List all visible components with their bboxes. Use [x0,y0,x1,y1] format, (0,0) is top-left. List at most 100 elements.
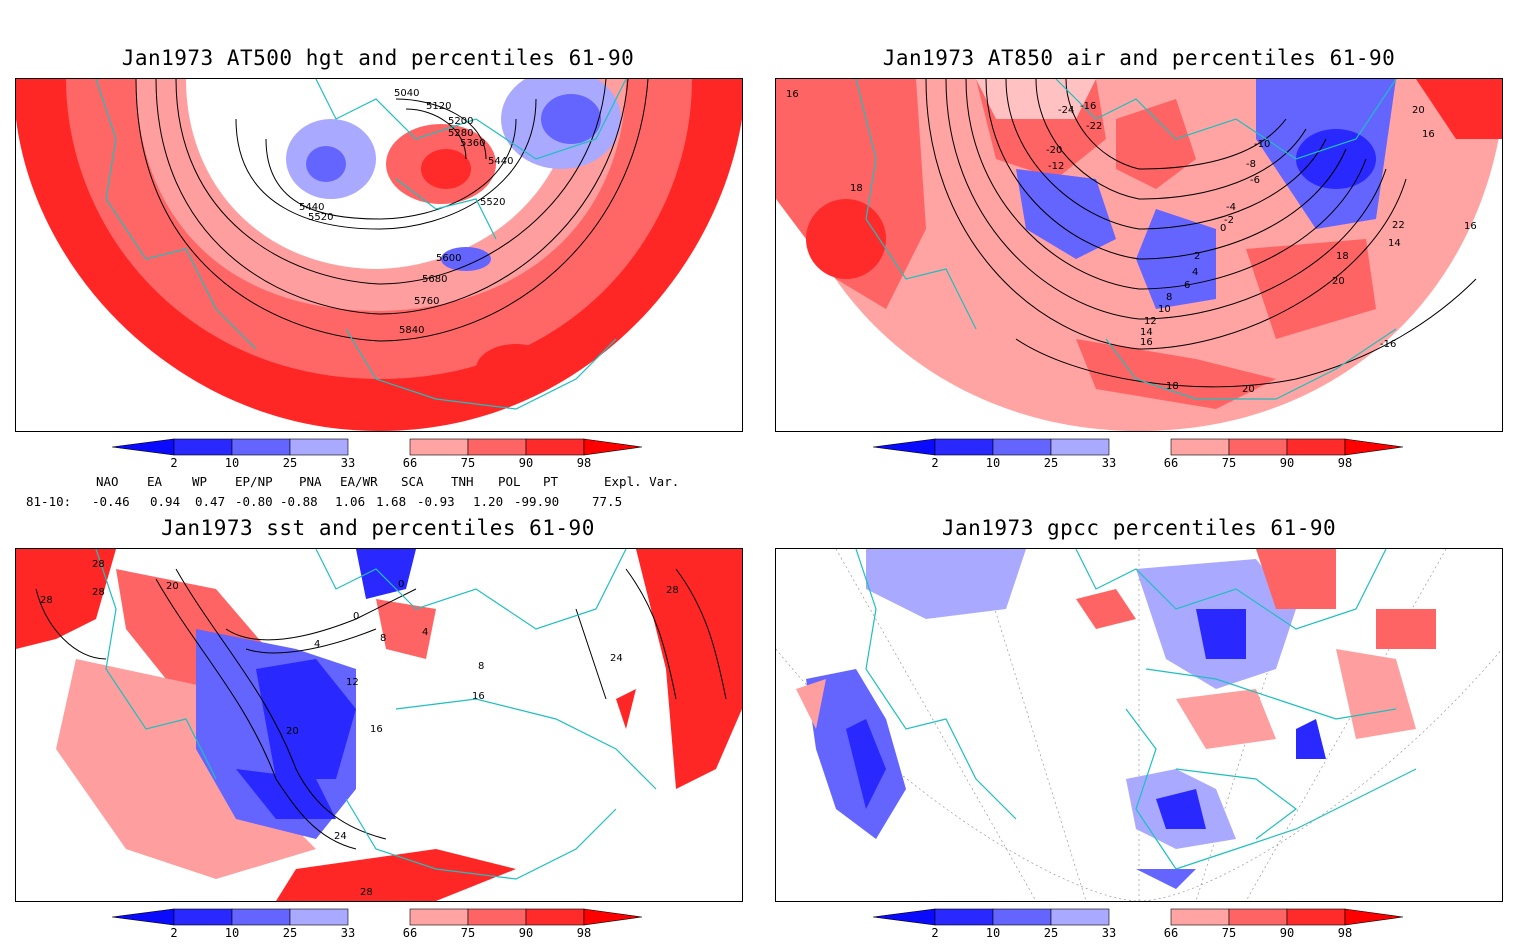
contour-label: -10 [1254,139,1270,150]
contour-label: 5600 [436,253,461,264]
contour-label: 12 [346,677,359,688]
contour-label: 5760 [414,296,439,307]
colorbar-arrow-left [112,438,175,456]
index-value: -0.88 [280,494,318,509]
colorbar-panel4: 2 10 25 33 66 75 90 98 [873,908,1413,944]
contour-label: 18 [850,183,863,194]
panel2-title: Jan1973 AT850 air and percentiles 61-90 [882,46,1396,70]
contour-label: 0 [1220,223,1226,234]
colorbar-label: 98 [1337,456,1353,470]
contour-label: -20 [1046,145,1062,156]
panel2-map[interactable]: 16 18 -24 -16 -22 -20 -12 -10 -8 -6 -4 -… [775,78,1503,432]
sst-map-svg: 28 28 28 20 0 4 0 8 12 16 20 24 28 4 8 1… [16,549,742,901]
contour-label: 18 [1166,381,1179,392]
contour-label: 20 [1332,276,1345,287]
contour-label: 28 [92,559,105,570]
contour-label: 24 [610,653,623,664]
colorbar-label: 98 [1337,926,1353,940]
index-value: 1.06 [335,494,366,509]
contour-label: 8 [1166,292,1172,303]
contour-label: 16 [1464,221,1477,232]
contour-label: 12 [1144,316,1157,327]
contour-label: 5520 [308,212,333,223]
contour-label: 2 [1194,251,1200,262]
index-header: PT [543,474,559,489]
contour-label: 28 [92,587,105,598]
index-header: EA [147,474,163,489]
colorbar-label: 75 [1221,926,1237,940]
contour-label: 16 [1140,337,1153,348]
colorbar-label: 33 [340,456,356,470]
contour-label: 5520 [480,197,505,208]
contour-label: -8 [1246,159,1256,170]
index-header: EA/WR [340,474,378,489]
contour-label: 8 [380,633,386,644]
index-value: -0.93 [417,494,455,509]
colorbar-label: 25 [282,926,298,940]
contour-label: 20 [286,726,299,737]
contour-label: 4 [422,627,428,638]
contour-label: 18 [1336,251,1349,262]
contour-label: -22 [1086,121,1102,132]
colorbar-label: 10 [224,456,240,470]
contour-label: -6 [1250,175,1260,186]
contour-label: 16 [370,724,383,735]
panel4-map[interactable] [775,548,1503,902]
contour-label: -2 [1224,215,1234,226]
contour-label: 22 [1392,220,1405,231]
gpcc-map-svg [776,549,1502,901]
colorbar-label: 75 [460,926,476,940]
contour-label: 14 [1388,238,1401,249]
colorbar-label: 66 [1163,926,1179,940]
contour-label: 5440 [299,202,324,213]
colorbar-label: 2 [931,926,939,940]
index-header: EP/NP [235,474,273,489]
colorbar-label: 98 [576,926,592,940]
z500-map-svg: 5040 5120 5200 5280 5360 5440 5440 5520 … [16,79,742,431]
colorbar-label: 2 [931,456,939,470]
contour-label: 28 [360,887,373,898]
contour-label: 5040 [394,88,419,99]
contour-label: 20 [1412,105,1425,116]
index-header: WP [192,474,208,489]
panel3-map[interactable]: 28 28 28 20 0 4 0 8 12 16 20 24 28 4 8 1… [15,548,743,902]
index-value: 0.47 [195,494,226,509]
index-header: Expl. Var. [604,474,680,489]
index-value: -0.80 [235,494,273,509]
colorbar-panel1: 2 10 25 33 66 75 90 98 [112,438,652,474]
colorbar-label: 10 [224,926,240,940]
index-value: 1.68 [376,494,407,509]
panel3-title: Jan1973 sst and percentiles 61-90 [161,516,595,540]
contour-label: 16 [472,691,485,702]
index-row-label: 81-10: [26,494,72,509]
panel1-title: Jan1973 AT500 hgt and percentiles 61-90 [121,46,635,70]
contour-label: 24 [334,831,347,842]
contour-label: 5680 [422,274,447,285]
colorbar-label: 90 [1279,926,1295,940]
colorbar-label: 75 [460,456,476,470]
colorbar-label: 90 [1279,456,1295,470]
colorbar-svg [112,908,643,926]
colorbar-panel3: 2 10 25 33 66 75 90 98 [112,908,652,944]
colorbar-label: 66 [402,926,418,940]
contour-label: 6 [1184,280,1190,291]
colorbar-label: 33 [1101,926,1117,940]
index-header: PNA [299,474,322,489]
colorbar-arrow-right [583,438,643,456]
contour-label: 4 [314,639,320,650]
panel4-title: Jan1973 gpcc percentiles 61-90 [941,516,1337,540]
colorbar-label: 98 [576,456,592,470]
index-header: SCA [401,474,424,489]
t850-map-svg: 16 18 -24 -16 -22 -20 -12 -10 -8 -6 -4 -… [776,79,1502,431]
index-value: 0.94 [150,494,181,509]
contour-label: 4 [1192,267,1198,278]
contour-label: 14 [1140,327,1153,338]
colorbar-label: 10 [985,926,1001,940]
index-value: 1.20 [473,494,504,509]
contour-label: -4 [1226,202,1236,213]
index-value: 77.5 [592,494,623,509]
colorbar-svg [873,438,1404,456]
panel1-map[interactable]: 5040 5120 5200 5280 5360 5440 5440 5520 … [15,78,743,432]
contour-label: 5120 [426,101,451,112]
colorbar-label: 66 [402,456,418,470]
